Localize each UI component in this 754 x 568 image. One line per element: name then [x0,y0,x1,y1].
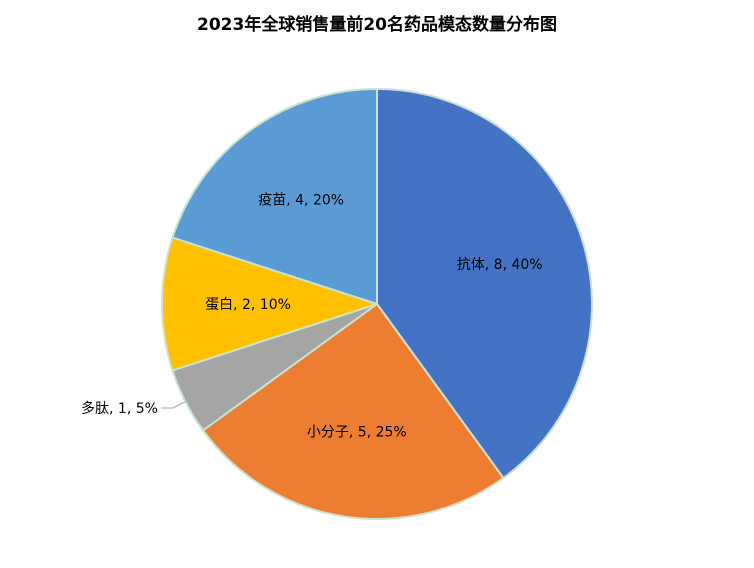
leader-line-3 [160,401,186,409]
pie-slice-2 [202,303,505,520]
pie-slice-4 [161,236,378,372]
pie-slice-5 [171,88,378,305]
chart-title: 2023年全球销售量前20名药品模态数量分布图 [197,15,557,35]
slice-data-label-2: 小分子, 5, 25% [307,424,407,440]
slice-data-label-5: 疫苗, 4, 20% [258,193,344,209]
slice-data-label-3: 多肽, 1, 5% [81,400,158,417]
slice-data-label-4: 蛋白, 2, 10% [205,297,291,313]
slice-data-label-1: 抗体, 8, 40% [457,257,543,273]
pie-slice-1 [376,88,593,479]
